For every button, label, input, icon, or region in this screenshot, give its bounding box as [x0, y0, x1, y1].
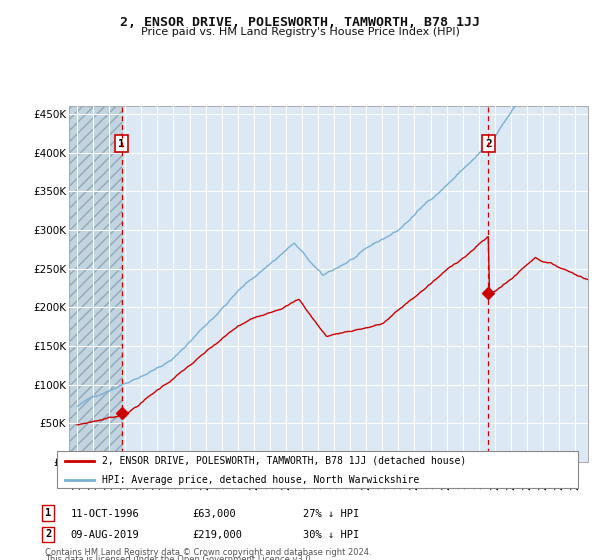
- Text: 1: 1: [118, 139, 125, 149]
- Text: 2: 2: [45, 529, 51, 539]
- Text: 09-AUG-2019: 09-AUG-2019: [71, 530, 140, 540]
- Text: This data is licensed under the Open Government Licence v3.0.: This data is licensed under the Open Gov…: [45, 555, 313, 560]
- FancyBboxPatch shape: [56, 451, 578, 488]
- Text: Contains HM Land Registry data © Crown copyright and database right 2024.: Contains HM Land Registry data © Crown c…: [45, 548, 371, 557]
- Bar: [69, 106, 122, 462]
- Text: Price paid vs. HM Land Registry's House Price Index (HPI): Price paid vs. HM Land Registry's House …: [140, 27, 460, 37]
- Text: £63,000: £63,000: [192, 509, 236, 519]
- Text: 2, ENSOR DRIVE, POLESWORTH, TAMWORTH, B78 1JJ: 2, ENSOR DRIVE, POLESWORTH, TAMWORTH, B7…: [120, 16, 480, 29]
- Text: 30% ↓ HPI: 30% ↓ HPI: [303, 530, 359, 540]
- Text: £219,000: £219,000: [192, 530, 242, 540]
- Text: 2: 2: [485, 139, 492, 149]
- Text: HPI: Average price, detached house, North Warwickshire: HPI: Average price, detached house, Nort…: [101, 475, 419, 485]
- Text: 2, ENSOR DRIVE, POLESWORTH, TAMWORTH, B78 1JJ (detached house): 2, ENSOR DRIVE, POLESWORTH, TAMWORTH, B7…: [101, 456, 466, 466]
- Text: 11-OCT-1996: 11-OCT-1996: [71, 509, 140, 519]
- Text: 1: 1: [45, 508, 51, 518]
- Bar: [69, 106, 122, 462]
- Text: 27% ↓ HPI: 27% ↓ HPI: [303, 509, 359, 519]
